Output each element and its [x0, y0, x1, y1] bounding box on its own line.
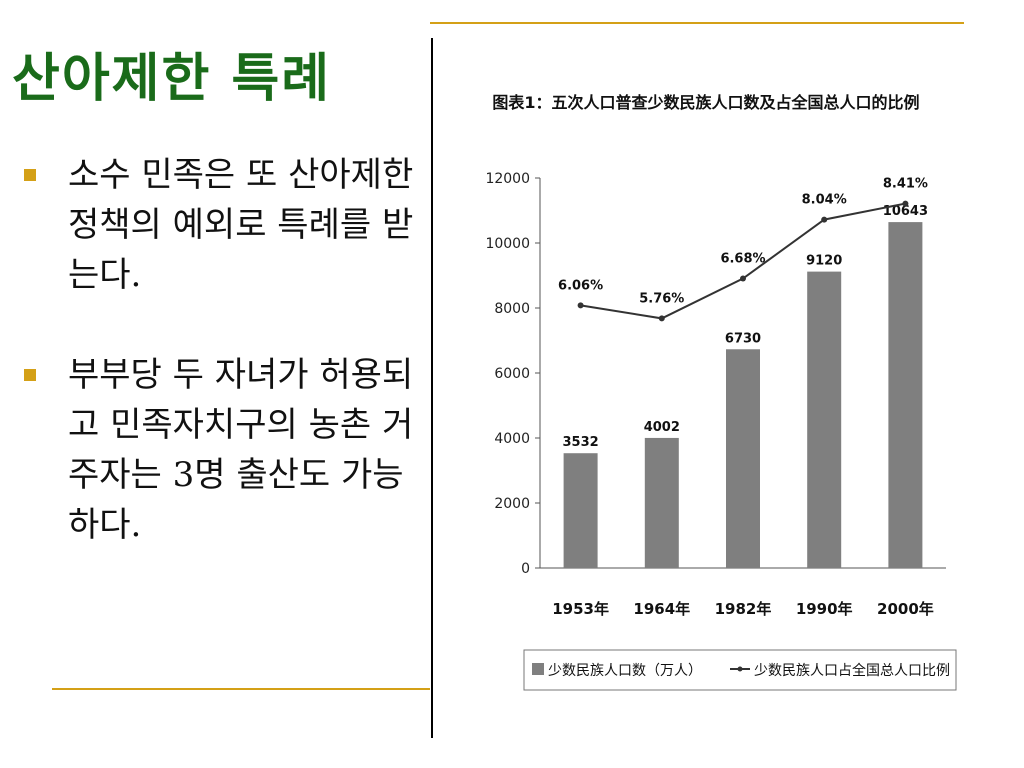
census-chart: 图表1：五次人口普查少数民族人口数及占全国总人口的比例 0 2000 4000 600… [485, 93, 957, 691]
bar-data-label: 6730 [725, 331, 761, 346]
x-tick-label: 1990年 [796, 600, 853, 618]
line-data-label: 5.76% [639, 291, 684, 306]
bar [563, 453, 598, 568]
legend-bar-label: 少数民族人口数（万人） [548, 663, 702, 679]
chart-axes: 0 2000 4000 6000 8000 10000 12000 [485, 171, 946, 577]
chart-title: 图表1：五次人口普查少数民族人口数及占全国总人口的比例 [492, 93, 919, 112]
y-tick-label: 0 [521, 561, 530, 577]
bar [888, 222, 923, 569]
line-series: 6.06% 5.76% 6.68% 8.04% 8.41% [558, 177, 928, 322]
legend-bar-swatch [532, 663, 544, 675]
x-tick-label: 1964年 [633, 600, 690, 618]
bar-data-label: 10643 [883, 204, 928, 219]
bar [807, 271, 842, 568]
legend-line-marker [737, 666, 743, 672]
bar-data-label: 9120 [806, 254, 842, 269]
line-data-label: 8.04% [802, 193, 847, 208]
top-accent-line [430, 22, 964, 24]
bullet-text: 소수 민족은 또 산아제한 정책의 예외로 특례를 받는다. [68, 155, 414, 295]
bullet-list: 소수 민족은 또 산아제한 정책의 예외로 특례를 받는다. 부부당 두 자녀가… [24, 150, 424, 600]
x-tick-label: 2000年 [877, 600, 934, 618]
line-point [902, 200, 909, 207]
bullet-square-icon [24, 169, 36, 181]
y-tick-label: 12000 [485, 171, 530, 187]
bullet-text: 부부당 두 자녀가 허용되고 민족자치구의 농촌 거주자는 3명 출산도 가능하… [68, 355, 414, 545]
bar-data-label: 4002 [644, 420, 680, 435]
bar [726, 349, 760, 568]
bullet-square-icon [24, 369, 36, 381]
x-tick-labels: 1953年 1964年 1982年 1990年 2000年 [552, 600, 934, 618]
bottom-accent-line [52, 688, 430, 690]
column-divider [431, 38, 433, 738]
x-tick-label: 1982年 [715, 600, 772, 618]
line-data-label: 8.41% [883, 177, 928, 192]
bullet-item: 소수 민족은 또 산아제한 정책의 예외로 특례를 받는다. [24, 150, 424, 300]
y-tick-label: 10000 [485, 236, 530, 252]
bar [644, 437, 679, 568]
y-tick-label: 2000 [494, 496, 530, 512]
bullet-item: 부부당 두 자녀가 허용되고 민족자치구의 농촌 거주자는 3명 출산도 가능하… [24, 350, 424, 550]
line-point [658, 315, 665, 322]
line-data-label: 6.06% [558, 278, 603, 293]
y-tick-label: 6000 [494, 366, 530, 382]
y-tick-label: 8000 [494, 301, 530, 317]
line-point [821, 216, 828, 223]
slide-title: 산아제한 특례 [12, 49, 332, 109]
line-data-label: 6.68% [720, 252, 765, 267]
chart-legend: 少数民族人口数（万人） 少数民族人口占全国总人口比例 [523, 649, 957, 691]
legend-line-label: 少数民族人口占全国总人口比例 [754, 662, 950, 679]
bar-series: 3532 4002 6730 9120 10643 [563, 204, 928, 569]
line-point [577, 302, 584, 309]
y-tick-label: 4000 [494, 431, 530, 447]
x-tick-label: 1953年 [552, 600, 609, 618]
line-point [740, 275, 746, 282]
bar-data-label: 3532 [563, 435, 599, 450]
